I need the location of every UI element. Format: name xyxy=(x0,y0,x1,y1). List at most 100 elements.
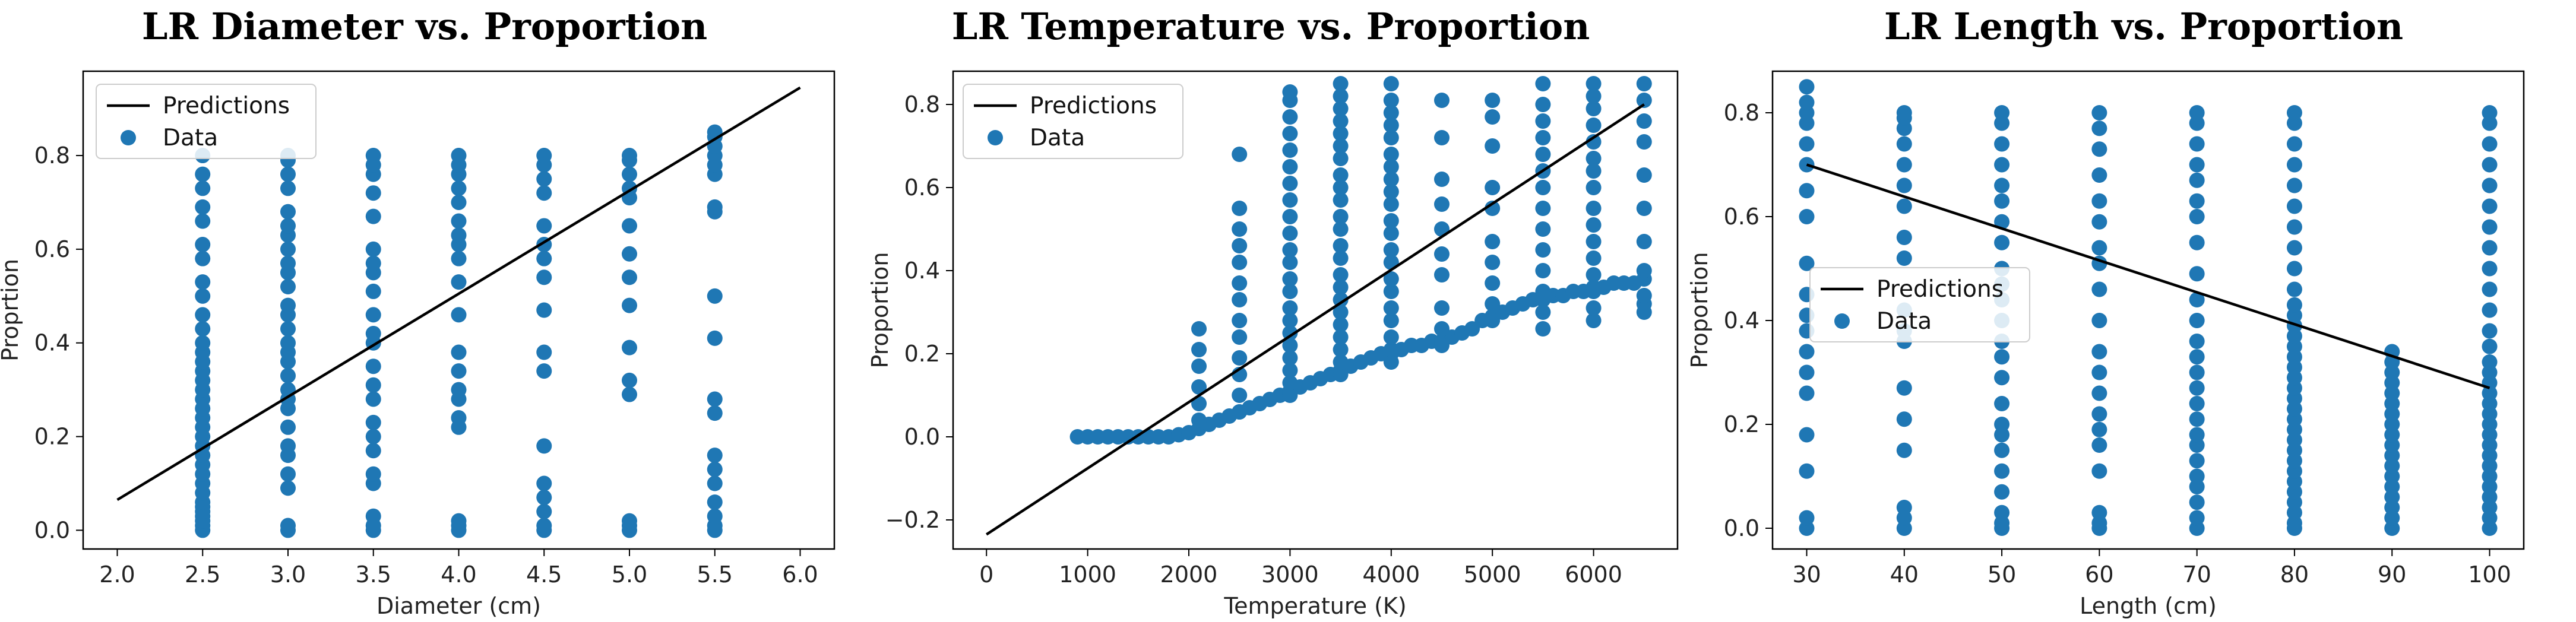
data-point xyxy=(1799,344,1815,360)
data-point xyxy=(1383,213,1399,229)
data-point xyxy=(1282,159,1298,174)
data-point xyxy=(536,269,552,285)
plot-area xyxy=(1799,79,2498,536)
x-axis-label: Diameter (cm) xyxy=(376,593,541,619)
data-point xyxy=(2286,219,2302,235)
data-point xyxy=(1535,113,1551,129)
data-point xyxy=(2189,313,2205,328)
legend-marker-swatch xyxy=(1834,313,1850,329)
data-point xyxy=(1994,396,2010,411)
data-point xyxy=(280,166,296,182)
data-point xyxy=(1896,500,1912,515)
data-point xyxy=(195,321,211,337)
data-point xyxy=(365,283,381,299)
data-point xyxy=(1586,284,1602,299)
data-point xyxy=(1535,284,1551,299)
data-point xyxy=(1535,180,1551,195)
data-point xyxy=(195,199,211,215)
data-point xyxy=(2091,141,2107,157)
data-point xyxy=(1994,504,2010,521)
data-point xyxy=(1433,130,1450,145)
prediction-line xyxy=(985,103,1645,536)
data-point xyxy=(195,250,211,266)
data-point xyxy=(2091,105,2107,120)
x-tick-label: 90 xyxy=(2378,561,2406,588)
data-point xyxy=(365,307,381,323)
panel-length: LR Length vs. Proportion 30 40 50 60 70 80 90 10… xyxy=(1686,5,2525,619)
data-point xyxy=(2189,364,2205,380)
data-point xyxy=(365,391,381,407)
data-point xyxy=(1333,238,1349,253)
data-point xyxy=(2189,349,2205,365)
data-point xyxy=(1282,242,1298,258)
data-point xyxy=(1636,167,1652,183)
y-tick-label: 0.2 xyxy=(34,424,70,450)
data-point xyxy=(1383,93,1399,108)
data-point xyxy=(2189,453,2205,469)
data-point xyxy=(365,148,381,164)
data-point xyxy=(1333,113,1349,129)
data-point xyxy=(622,386,637,402)
y-tick-label: 0.6 xyxy=(1724,204,1759,230)
data-point xyxy=(2482,219,2498,235)
data-point xyxy=(365,466,381,482)
data-point xyxy=(622,166,637,182)
data-point xyxy=(280,335,296,351)
data-point xyxy=(451,148,467,164)
data-point xyxy=(1535,97,1551,112)
data-point xyxy=(451,227,467,243)
data-point xyxy=(1333,367,1349,382)
data-point xyxy=(536,250,552,266)
data-point xyxy=(1282,350,1298,366)
data-point xyxy=(1433,93,1450,108)
data-point xyxy=(2286,198,2302,214)
data-point xyxy=(1282,284,1298,299)
data-point xyxy=(1333,292,1349,307)
data-point xyxy=(1586,313,1602,328)
y-tick-label: −0.2 xyxy=(885,507,940,533)
data-point xyxy=(1636,201,1652,216)
data-point xyxy=(2189,157,2205,173)
data-point xyxy=(1535,263,1551,278)
data-point xyxy=(2091,385,2107,401)
data-point xyxy=(280,518,296,534)
legend-marker-swatch xyxy=(121,130,136,145)
data-point xyxy=(1333,267,1349,283)
data-point xyxy=(1383,329,1399,345)
data-point xyxy=(1333,167,1349,183)
data-point xyxy=(707,330,723,346)
data-point xyxy=(1896,198,1912,214)
data-point xyxy=(536,148,552,164)
data-point xyxy=(1799,94,1815,110)
data-point xyxy=(1485,93,1501,108)
data-point xyxy=(1282,300,1298,316)
data-point xyxy=(451,513,467,529)
data-point xyxy=(1433,321,1450,337)
data-point xyxy=(536,438,552,454)
data-point xyxy=(2091,437,2107,453)
data-point xyxy=(1535,76,1551,91)
data-point xyxy=(1994,463,2010,479)
data-point xyxy=(195,274,211,290)
x-tick-label: 4.5 xyxy=(526,561,562,588)
x-tick-label: 5.0 xyxy=(612,561,647,588)
data-point xyxy=(280,466,296,482)
data-point xyxy=(622,218,637,234)
data-point xyxy=(451,344,467,360)
data-point xyxy=(1994,417,2010,432)
data-point xyxy=(622,297,637,313)
legend-label-predictions: Predictions xyxy=(163,93,290,119)
data-point xyxy=(1232,221,1248,237)
data-point xyxy=(280,438,296,454)
data-point xyxy=(1994,442,2010,458)
y-tick-label: 0.6 xyxy=(34,236,70,262)
data-point xyxy=(280,279,296,295)
data-point xyxy=(1232,350,1248,366)
data-point xyxy=(365,185,381,201)
data-point xyxy=(1586,250,1602,266)
x-tick-label: 0 xyxy=(979,561,993,588)
data-point xyxy=(707,391,723,407)
data-point xyxy=(1433,300,1450,316)
data-point xyxy=(1333,180,1349,195)
data-point xyxy=(1333,151,1349,166)
